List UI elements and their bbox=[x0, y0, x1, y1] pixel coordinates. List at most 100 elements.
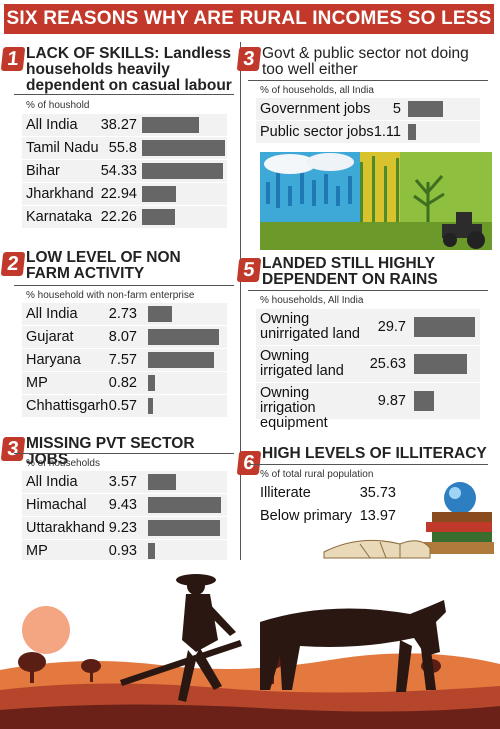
value-label: 5 bbox=[392, 101, 401, 117]
category-label: Owning unirrigated land bbox=[260, 311, 360, 342]
section-2-title: LOW LEVEL OF NON FARM ACTIVITY bbox=[26, 249, 181, 282]
category-label: Karnataka bbox=[26, 209, 93, 225]
chart-row: Government jobs 5 bbox=[256, 98, 480, 120]
category-label: All India bbox=[26, 474, 78, 490]
chart-row: MP 0.82 bbox=[22, 372, 227, 394]
section-1-unit: % of houshold bbox=[26, 100, 90, 111]
bar bbox=[148, 398, 153, 414]
category-label: Government jobs bbox=[260, 101, 371, 117]
chart-row: Gujarat 8.07 bbox=[22, 326, 227, 348]
section-2-unit: % household with non-farm enterprise bbox=[26, 290, 195, 301]
value-label: 8.07 bbox=[108, 329, 137, 345]
section-2-number: 2 bbox=[0, 252, 26, 276]
chart-row: Karnataka 22.26 bbox=[22, 206, 227, 228]
chart-row: Bihar 54.33 bbox=[22, 160, 227, 182]
chart-row: Himachal 9.43 bbox=[22, 494, 227, 516]
category-label: Tamil Nadu bbox=[26, 140, 99, 156]
value-label: 9.23 bbox=[108, 520, 137, 536]
section-4-chart: Government jobs 5 Public sector jobs 1.11 bbox=[256, 98, 480, 144]
value-label: 7.57 bbox=[108, 352, 137, 368]
category-label: All India bbox=[26, 306, 78, 322]
category-label: Bihar bbox=[26, 163, 60, 179]
chart-row: Haryana 7.57 bbox=[22, 349, 227, 371]
section-3-number: 3 bbox=[0, 437, 26, 461]
bar bbox=[148, 497, 222, 513]
value-label: 9.87 bbox=[377, 393, 406, 409]
category-label: MP bbox=[26, 375, 48, 391]
category-label: Illiterate bbox=[260, 485, 311, 501]
chart-row: MP 0.93 bbox=[22, 540, 227, 562]
bar bbox=[142, 140, 225, 156]
chart-row: Jharkhand 22.94 bbox=[22, 183, 227, 205]
section-4-number: 3 bbox=[236, 47, 262, 71]
category-label: MP bbox=[26, 543, 48, 559]
bar bbox=[148, 375, 156, 391]
section-5-unit: % households, All India bbox=[260, 295, 364, 306]
section-6-rule bbox=[248, 464, 488, 465]
bar bbox=[148, 329, 219, 345]
category-label: Public sector jobs bbox=[260, 124, 374, 140]
category-label: Chhattisgarh bbox=[26, 398, 109, 414]
value-label: 9.43 bbox=[108, 497, 137, 513]
section-1-title: LACK OF SKILLS: Landless households heav… bbox=[26, 45, 232, 94]
chart-row: Illiterate 35.73 bbox=[256, 482, 416, 504]
section-5-rule bbox=[248, 290, 488, 291]
section-2-rule bbox=[14, 285, 234, 286]
column-divider bbox=[240, 42, 241, 572]
chart-row: Chhattisgarh 0.57 bbox=[22, 395, 227, 417]
value-label: 55.8 bbox=[108, 140, 137, 156]
chart-row: Public sector jobs 1.11 bbox=[256, 121, 480, 143]
category-label: Haryana bbox=[26, 352, 81, 368]
value-label: 35.73 bbox=[359, 485, 396, 501]
section-6-title: HIGH LEVELS OF ILLITERACY bbox=[262, 445, 487, 462]
category-label: Owning irrigation equipment bbox=[260, 385, 328, 431]
section-1-chart: All India 38.27 Tamil Nadu 55.8 Bihar 54.33 Jh… bbox=[22, 114, 227, 229]
rain-farm-illustration bbox=[260, 152, 492, 250]
value-label: 3.57 bbox=[108, 474, 137, 490]
section-3-unit: % of households bbox=[26, 458, 100, 469]
category-label: Jharkhand bbox=[26, 186, 94, 202]
section-5-number: 5 bbox=[236, 258, 262, 282]
chart-row: All India 38.27 bbox=[22, 114, 227, 136]
bar bbox=[414, 391, 435, 411]
value-label: 22.94 bbox=[100, 186, 137, 202]
value-label: 13.97 bbox=[359, 508, 396, 524]
bar bbox=[148, 520, 220, 536]
bar bbox=[408, 124, 416, 140]
section-4-title: Govt & public sector not doing too well … bbox=[262, 45, 469, 78]
category-label: Owning irrigated land bbox=[260, 348, 344, 379]
value-label: 2.73 bbox=[108, 306, 137, 322]
section-5-title: LANDED STILL HIGHLY DEPENDENT ON RAINS bbox=[262, 255, 438, 288]
section-6-table: Illiterate 35.73 Below primary 13.97 bbox=[256, 482, 416, 528]
books-globe-illustration bbox=[323, 482, 494, 559]
value-label: 0.57 bbox=[108, 398, 137, 414]
bar bbox=[148, 474, 176, 490]
chart-row: Owning irrigation equipment 9.87 bbox=[256, 383, 480, 431]
chart-row: All India 2.73 bbox=[22, 303, 227, 325]
banner-title: SIX REASONS WHY ARE RURAL INCOMES SO LES… bbox=[4, 4, 494, 34]
value-label: 25.63 bbox=[369, 356, 406, 372]
section-6-number: 6 bbox=[236, 451, 262, 475]
section-1-number: 1 bbox=[0, 47, 26, 71]
value-label: 22.26 bbox=[100, 209, 137, 225]
value-label: 1.11 bbox=[373, 124, 401, 140]
bar bbox=[148, 543, 156, 559]
category-label: Uttarakhand bbox=[26, 520, 105, 536]
chart-row: All India 3.57 bbox=[22, 471, 227, 493]
value-label: 0.93 bbox=[108, 543, 137, 559]
chart-row: Owning unirrigated land 29.7 bbox=[256, 309, 480, 345]
bar bbox=[142, 117, 199, 133]
section-4-rule bbox=[248, 80, 488, 81]
section-4-unit: % of households, all India bbox=[260, 85, 374, 96]
value-label: 29.7 bbox=[377, 319, 406, 335]
category-label: Gujarat bbox=[26, 329, 74, 345]
chart-row: Below primary 13.97 bbox=[256, 505, 416, 527]
bar bbox=[414, 354, 467, 374]
bar bbox=[148, 352, 215, 368]
section-1-rule bbox=[14, 94, 234, 95]
value-label: 54.33 bbox=[100, 163, 137, 179]
chart-row: Owning irrigated land 25.63 bbox=[256, 346, 480, 382]
bar bbox=[142, 163, 223, 179]
section-2-chart: All India 2.73 Gujarat 8.07 Haryana 7.57 MP 0.8… bbox=[22, 303, 227, 418]
section-3-title: MISSING PVT SECTOR JOBS bbox=[26, 435, 195, 468]
